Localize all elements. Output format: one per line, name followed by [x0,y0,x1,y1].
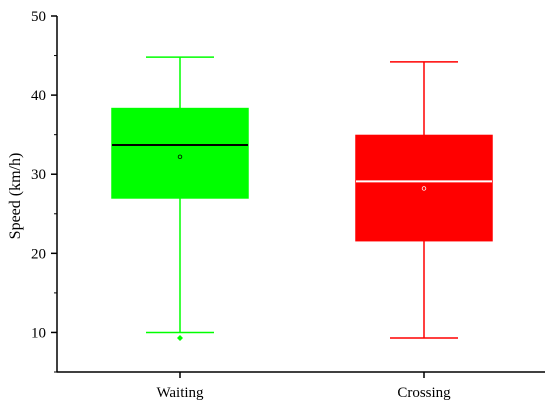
mean-marker [177,154,183,160]
y-tick-label: 20 [31,246,46,262]
y-tick-label: 40 [31,88,46,104]
y-tick-label: 10 [31,325,46,341]
x-axis: Waiting Crossing [56,371,545,401]
box-group-waiting [111,56,249,341]
mean-marker [421,186,427,191]
y-tick-label: 30 [31,167,46,183]
outlier-point [177,334,183,341]
x-tick-label: Crossing [397,385,451,401]
y-tick-label: 50 [31,9,46,25]
y-axis: 10 20 30 40 50 [31,9,58,373]
box-group-crossing [355,61,493,339]
x-tick-label: Waiting [156,385,204,401]
y-axis-title: Speed (km/h) [7,153,24,240]
iqr-box [111,107,249,199]
iqr-box [355,134,493,242]
plot-area [111,56,493,341]
